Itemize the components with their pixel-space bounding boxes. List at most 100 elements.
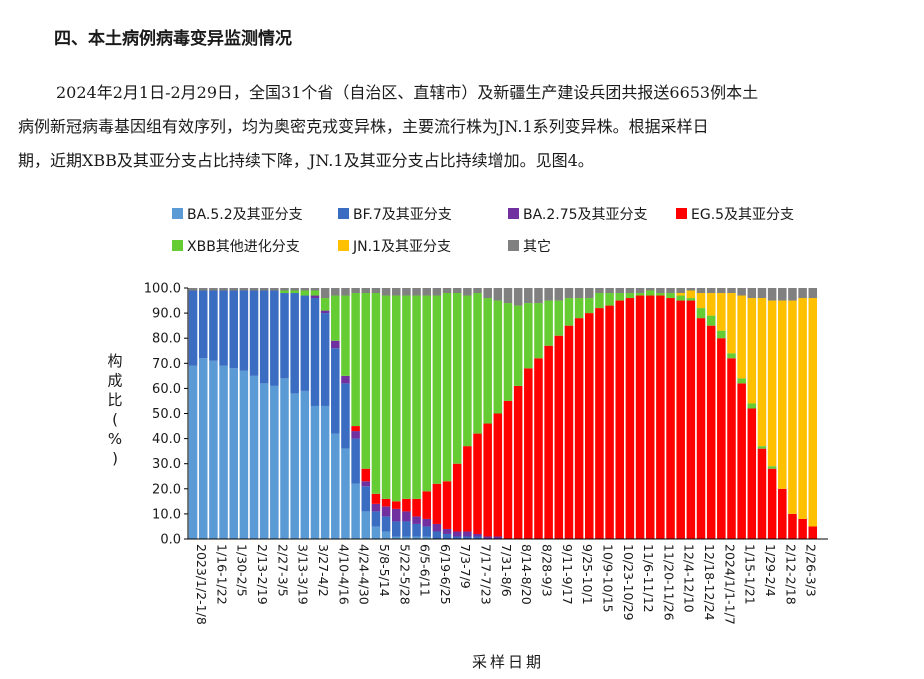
bar-segment xyxy=(717,293,726,331)
bar-segment xyxy=(290,393,299,539)
bar-segment xyxy=(524,288,533,304)
bar-segment xyxy=(270,385,279,539)
bar-segment xyxy=(361,481,371,487)
x-axis-title: 采样日期 xyxy=(472,653,544,671)
bar-segment xyxy=(371,293,381,494)
bar-segment xyxy=(595,293,604,309)
bar-segment xyxy=(402,536,411,539)
legend-swatch xyxy=(338,240,349,251)
bar-segment xyxy=(351,438,360,484)
bar-segment xyxy=(463,531,472,537)
summary-paragraph: 2024年2月1日-2月29日，全国31个省（自治区、直辖市）及新疆生产建设兵团… xyxy=(18,76,910,178)
bar-segment xyxy=(361,468,371,482)
x-tick-label: 10/23-10/29 xyxy=(621,544,636,621)
bar-segment xyxy=(767,468,777,539)
bar-segment xyxy=(391,536,401,539)
bar-segment xyxy=(229,368,238,539)
bar-segment xyxy=(310,290,320,296)
legend-label: BA.2.75及其亚分支 xyxy=(523,207,648,223)
bar-segment xyxy=(696,318,706,539)
legend-label: XBB其他进化分支 xyxy=(187,239,300,255)
legend-label: JN.1及其亚分支 xyxy=(352,239,451,255)
bar-segment xyxy=(483,423,492,537)
x-tick-label: 12/18-12/24 xyxy=(702,544,717,621)
bar-segment xyxy=(371,493,381,504)
y-tick-label: 100.0 xyxy=(144,282,181,297)
bar-segment xyxy=(351,293,360,427)
bar-segment xyxy=(493,413,503,537)
y-tick-label: 90.0 xyxy=(152,307,181,322)
bar-segment xyxy=(239,288,249,291)
bar-segment xyxy=(341,288,350,296)
bar-segment xyxy=(463,295,472,447)
bar-segment xyxy=(544,288,553,301)
bar-segment xyxy=(259,288,269,291)
bar-segment xyxy=(249,375,259,539)
bar-segment xyxy=(351,431,360,439)
bar-segment xyxy=(635,295,645,539)
bar-segment xyxy=(656,293,665,296)
x-tick-label: 6/5-6/11 xyxy=(418,544,433,597)
bar-segment xyxy=(239,370,249,539)
bar-segment xyxy=(473,533,482,537)
bar-segment xyxy=(676,293,685,296)
bar-segment xyxy=(422,288,431,296)
bar-segment xyxy=(442,288,452,294)
x-tick-label: 4/24-4/30 xyxy=(357,544,372,605)
bar-segment xyxy=(798,288,807,299)
x-tick-label: 7/31-8/6 xyxy=(499,544,514,597)
bar-segment xyxy=(686,298,696,301)
paragraph-line-2: 病例新冠病毒基因组有效序列，均为奥密克戎变异株，主要流行株为JN.1系列变异株。… xyxy=(18,117,709,136)
x-tick-label: 7/3-7/9 xyxy=(458,544,473,589)
x-tick-label: 2/26-3/3 xyxy=(804,544,819,597)
bar-segment xyxy=(402,288,411,296)
bar-segment xyxy=(554,288,564,301)
bar-segment xyxy=(351,288,360,294)
bar-segment xyxy=(696,288,706,294)
y-axis-title-char: 成 xyxy=(107,372,122,390)
bar-segment xyxy=(696,293,706,309)
bar-segment xyxy=(544,345,553,539)
bar-segment xyxy=(656,295,665,539)
bar-segment xyxy=(666,293,675,299)
bar-segment xyxy=(331,348,340,434)
bar-segment xyxy=(605,293,614,306)
bar-segment xyxy=(452,288,462,294)
bar-segment xyxy=(727,293,736,354)
bar-segment xyxy=(574,298,584,319)
bar-segment xyxy=(605,305,614,539)
x-tick-label: 7/17-7/23 xyxy=(479,544,494,605)
bar-segment xyxy=(554,335,564,539)
bar-segment xyxy=(432,531,442,539)
bar-segment xyxy=(473,288,482,294)
bar-segment xyxy=(412,498,421,517)
bar-segment xyxy=(351,483,360,539)
x-tick-label: 10/9-10/15 xyxy=(600,544,615,613)
bar-segment xyxy=(280,290,289,294)
bar-segment xyxy=(564,298,574,326)
x-tick-label: 12/4-12/10 xyxy=(682,544,697,613)
bar-segment xyxy=(391,508,401,522)
bar-segment xyxy=(706,293,716,316)
bar-segment xyxy=(585,313,594,539)
bar-segment xyxy=(524,303,533,369)
bar-segment xyxy=(767,288,777,301)
legend-swatch xyxy=(508,208,519,219)
y-tick-label: 50.0 xyxy=(152,407,181,422)
bar-segment xyxy=(544,300,553,346)
bar-segment xyxy=(717,330,726,339)
bar-segment xyxy=(483,298,492,424)
bar-segment xyxy=(198,290,208,359)
bar-segment xyxy=(310,295,320,299)
bar-segment xyxy=(656,288,665,294)
bar-segment xyxy=(513,305,523,386)
x-tick-label: 1/29-2/4 xyxy=(763,544,778,597)
bar-segment xyxy=(188,365,198,539)
bar-segment xyxy=(676,300,685,539)
bar-segment xyxy=(788,288,797,301)
bar-segment xyxy=(422,536,431,539)
bar-segment xyxy=(503,400,513,539)
bar-segment xyxy=(290,288,299,291)
bar-segment xyxy=(534,358,543,539)
y-tick-label: 60.0 xyxy=(152,382,181,397)
